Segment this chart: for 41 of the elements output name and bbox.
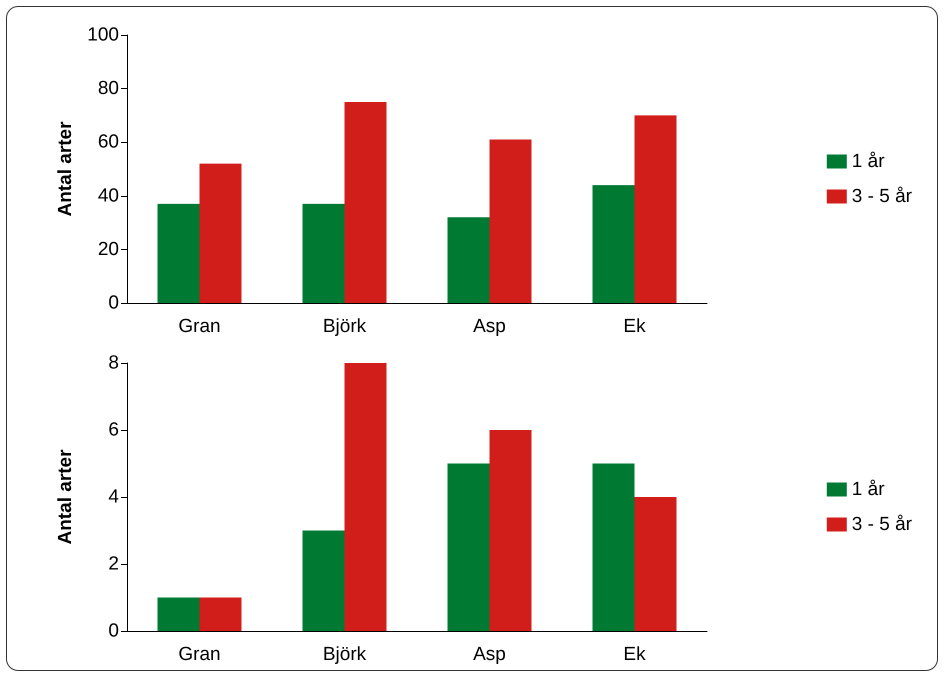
x-tick-label: Asp [473,644,506,664]
legend-label: 1 år [852,151,886,172]
legend-label: 1 år [852,478,886,500]
y-tick-label: 40 [98,185,119,206]
x-tick-label: Ek [623,316,646,337]
bar [302,204,344,303]
bar [302,530,344,630]
bar [344,362,386,630]
y-tick-label: 4 [108,486,120,507]
x-tick-label: Gran [178,644,221,664]
bar [448,463,490,630]
y-tick-label: 60 [98,132,119,153]
bar [200,164,242,303]
y-tick-label: 6 [108,419,119,440]
y-tick-label: 80 [98,78,119,100]
bar [592,185,634,303]
x-tick-label: Björk [322,644,367,664]
y-tick-label: 100 [87,24,119,46]
bar [448,217,490,303]
x-tick-label: Ek [623,644,646,664]
bar [592,463,634,630]
x-tick-label: Asp [473,316,506,337]
bar [634,115,676,303]
x-tick-label: Björk [322,316,367,337]
bar [634,496,676,630]
y-tick-label: 8 [108,352,119,373]
bar [344,102,386,303]
y-tick-label: 0 [108,620,119,641]
y-tick-label: 20 [98,238,119,260]
bar [158,204,200,303]
y-axis-title: Antal arter [55,120,76,217]
x-tick-label: Gran [178,316,221,337]
bar [200,597,242,630]
y-axis-title: Antal arter [55,448,76,544]
bar [490,430,532,630]
legend-label: 3 - 5 år [852,514,913,534]
y-tick-label: 0 [108,292,119,314]
y-tick-label: 2 [108,553,119,574]
bar [158,597,200,630]
bar [490,140,532,303]
legend-label: 3 - 5 år [852,186,913,207]
